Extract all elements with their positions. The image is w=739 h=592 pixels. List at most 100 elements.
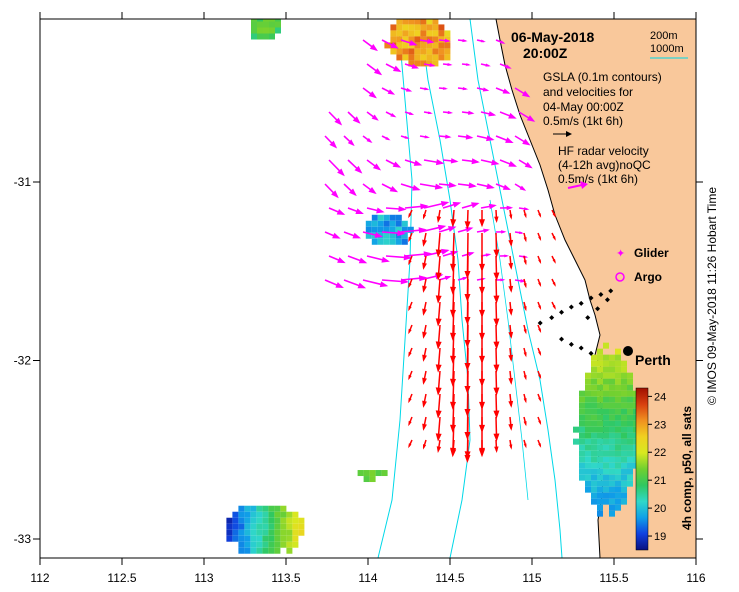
sst-cell xyxy=(268,517,275,524)
sst-cell xyxy=(585,468,591,475)
sst-cell xyxy=(262,541,269,548)
x-tick-label: 113 xyxy=(194,571,213,585)
legend-gsla-line3: 04-May 00:00Z xyxy=(543,100,624,114)
sst-cell xyxy=(426,60,433,67)
gsla-arrow-head xyxy=(371,114,379,121)
sst-cell xyxy=(609,492,615,499)
glider-point xyxy=(568,341,574,347)
sst-cell xyxy=(603,498,609,505)
sst-cell xyxy=(615,444,621,451)
sst-cell xyxy=(298,517,305,524)
sst-cell xyxy=(251,21,257,28)
sst-cell xyxy=(286,541,293,548)
x-tick-label: 115 xyxy=(522,571,541,585)
gsla-arrow-head xyxy=(369,43,378,52)
glider-point xyxy=(568,304,574,310)
gsla-arrow-head xyxy=(486,183,495,190)
sst-cell xyxy=(615,420,621,427)
gsla-arrow-head xyxy=(355,208,364,214)
sst-cell xyxy=(627,456,633,463)
sst-cell xyxy=(286,547,293,554)
sst-cell xyxy=(621,408,627,415)
gsla-arrow-head xyxy=(412,184,421,191)
sst-cell xyxy=(591,354,597,361)
sst-cell xyxy=(591,462,597,469)
gsla-arrow-head xyxy=(500,278,506,282)
sst-cell xyxy=(275,19,281,22)
legend-200m: 200m xyxy=(650,30,678,42)
sst-cell xyxy=(621,456,627,463)
sst-cell xyxy=(377,214,384,221)
sst-cell xyxy=(389,238,396,245)
sst-cell xyxy=(597,444,603,451)
sst-cell xyxy=(615,456,621,463)
sst-cell xyxy=(395,214,402,221)
sst-cell xyxy=(621,474,627,481)
sst-cell xyxy=(263,21,269,28)
sst-cell xyxy=(268,547,275,554)
sst-cell xyxy=(444,30,451,37)
hf-arrow-head xyxy=(508,262,514,270)
sst-cell xyxy=(591,372,597,379)
sst-cell xyxy=(426,24,433,31)
sst-cell xyxy=(603,420,609,427)
gsla-arrow-head xyxy=(522,138,531,146)
sst-cell xyxy=(274,535,281,542)
sst-cell xyxy=(579,462,585,469)
hf-arrow-head xyxy=(523,443,527,449)
sst-cell xyxy=(627,444,633,451)
glider-point xyxy=(549,315,555,321)
hf-arrow-head xyxy=(523,421,527,427)
gsla-arrow-head xyxy=(501,230,507,234)
sst-cell xyxy=(414,48,421,55)
hf-arrow-head xyxy=(423,214,427,220)
sst-cell xyxy=(420,54,427,61)
sst-cell xyxy=(232,535,239,542)
hf-arrow-head xyxy=(523,260,527,266)
sst-cell xyxy=(591,474,597,481)
sst-cell xyxy=(363,476,370,483)
glider-point xyxy=(578,345,584,351)
sst-cell xyxy=(383,226,390,233)
legend-gsla-line1: GSLA (0.1m contours) xyxy=(543,70,662,84)
sst-cell xyxy=(274,547,281,554)
sst-cell xyxy=(365,232,372,239)
hf-arrow-head xyxy=(408,374,412,381)
sst-cell xyxy=(244,505,251,512)
sst-cell xyxy=(615,372,621,379)
sst-cell xyxy=(280,529,287,536)
sst-cell xyxy=(414,42,421,49)
sst-cell xyxy=(244,523,251,530)
sst-cell xyxy=(257,21,263,28)
sst-cell xyxy=(609,372,615,379)
legend-hf-scale: 0.5m/s (1kt 6h) xyxy=(558,172,638,186)
sst-cell xyxy=(579,450,585,457)
sst-cell xyxy=(597,408,603,415)
sst-cell xyxy=(597,474,603,481)
sst-cell xyxy=(371,226,378,233)
gsla-arrow-head xyxy=(357,282,367,289)
hf-arrow-head xyxy=(538,213,542,218)
sst-cell xyxy=(269,19,275,22)
sst-cell xyxy=(609,408,615,415)
sst-cell xyxy=(408,30,415,37)
sst-cell xyxy=(621,366,627,373)
gsla-arrow-head xyxy=(447,226,457,232)
gsla-arrow-head xyxy=(521,90,531,98)
sst-cell xyxy=(579,456,585,463)
sst-cell xyxy=(238,523,245,530)
sst-cell xyxy=(369,476,376,483)
sst-cell xyxy=(250,529,257,536)
sst-cell xyxy=(396,42,403,49)
y-tick-label: -32 xyxy=(14,354,32,368)
sst-cell xyxy=(585,402,591,409)
gsla-arrow-head xyxy=(523,207,530,211)
argo-legend-icon xyxy=(615,272,625,282)
hf-arrow-head xyxy=(422,423,427,431)
sst-cell xyxy=(232,529,239,536)
gsla-arrow-head xyxy=(390,42,399,49)
hf-arrow-head xyxy=(493,410,500,419)
sst-cell xyxy=(226,523,233,530)
sst-cell xyxy=(256,523,263,530)
sst-cell xyxy=(621,468,627,475)
